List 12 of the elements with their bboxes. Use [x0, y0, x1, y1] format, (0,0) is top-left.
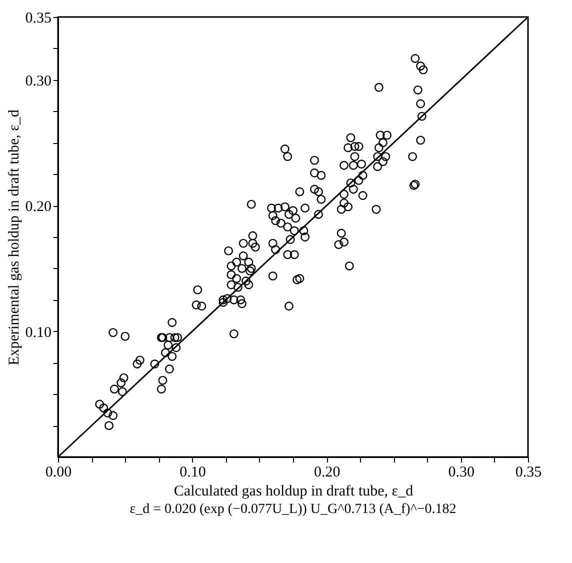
x-axis-title: Calculated gas holdup in draft tube, ε_d: [174, 484, 414, 500]
y-tick-label: 0.20: [25, 199, 52, 216]
text: ε_d = 0.020 (exp (−0.077U_L)) U_G^0.713 (A_f)^−0.182: [130, 502, 456, 517]
x-tick-label: 0.30: [448, 464, 474, 480]
x-tick-label: 0.10: [180, 464, 206, 480]
x-tick-label: 0.00: [45, 464, 72, 480]
y-tick-label: 0.10: [25, 324, 52, 341]
y-tick-label: 0.35: [25, 10, 52, 26]
y-tick-label: 0.30: [25, 73, 52, 90]
x-tick-label: 0.35: [515, 464, 542, 480]
x-tick-label: 0.20: [314, 464, 340, 480]
y-axis-title: Experimental gas holdup in draft tube, ε_d: [6, 109, 22, 366]
